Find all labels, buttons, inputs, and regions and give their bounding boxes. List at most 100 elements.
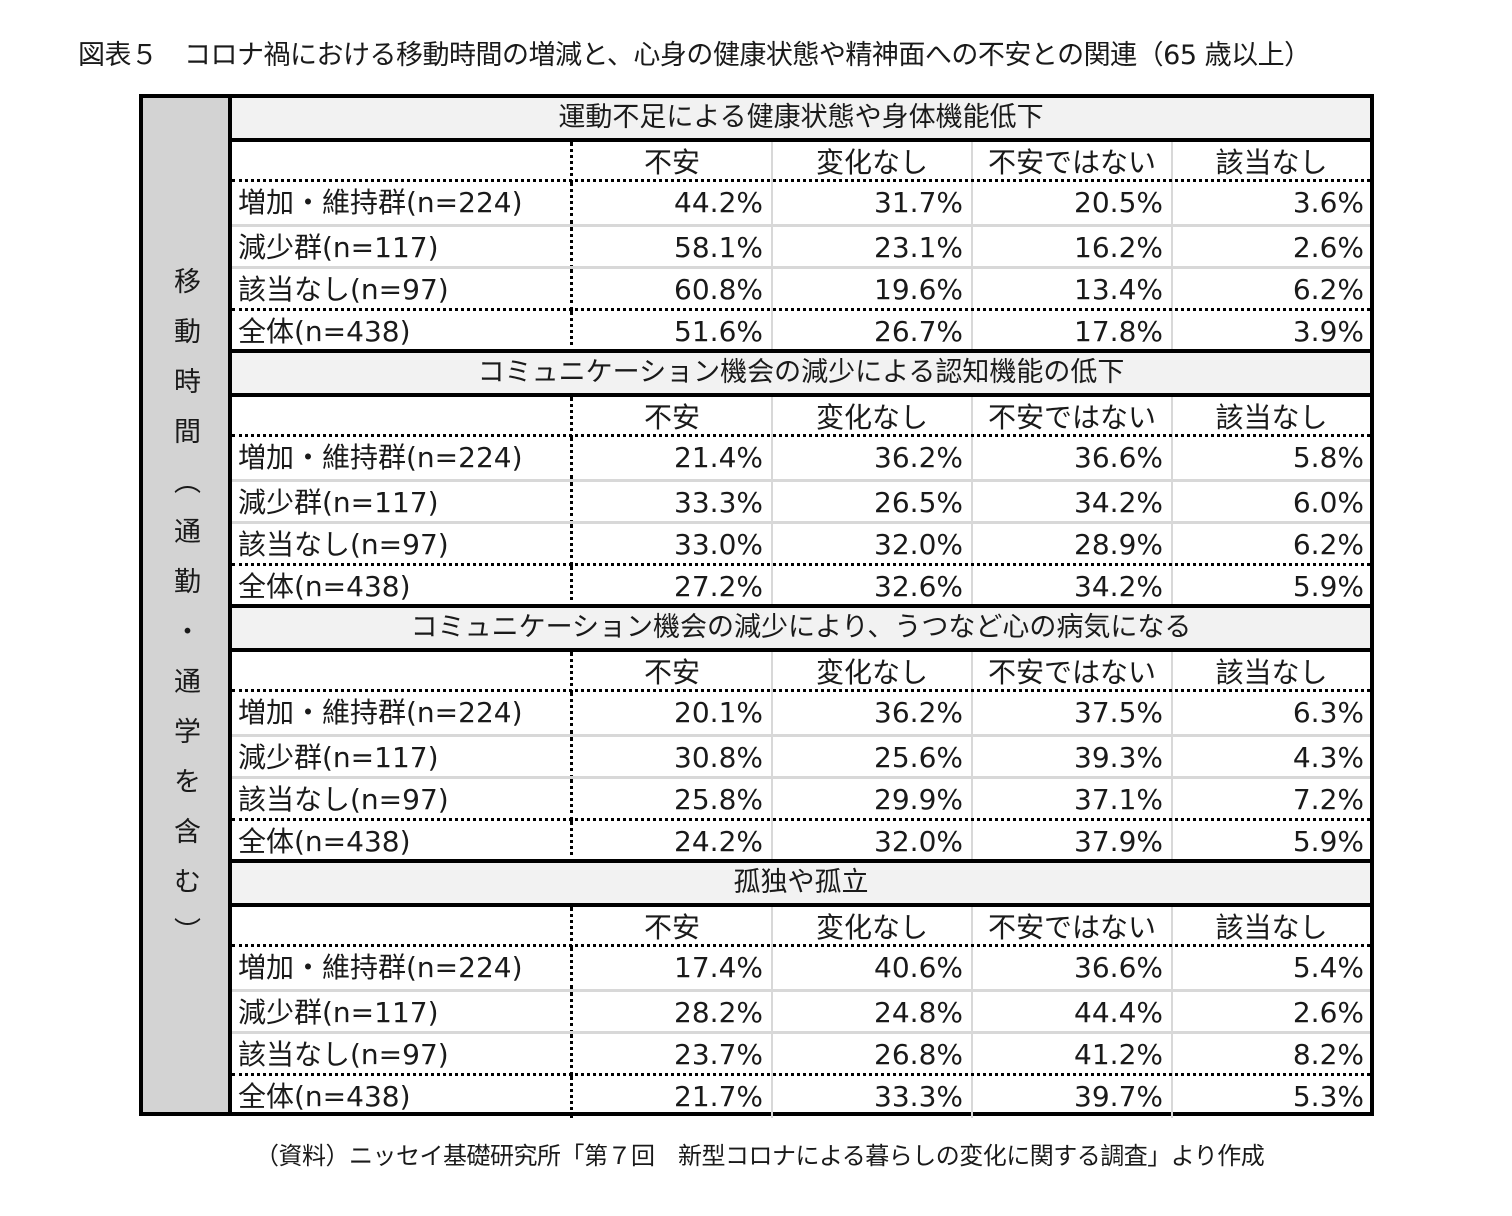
- value-cell: 21.7%: [573, 1076, 773, 1118]
- value-cell: 13.4%: [973, 269, 1173, 311]
- value-cell: 36.6%: [973, 947, 1173, 989]
- row-label: 減少群(n=117): [232, 227, 573, 269]
- header-blank-cell: [232, 397, 573, 439]
- value-cell: 6.0%: [1292, 486, 1364, 519]
- value-cell: 58.1%: [573, 227, 773, 269]
- value-cell: 23.7%: [573, 1034, 773, 1076]
- value-cell: 32.0%: [773, 821, 973, 863]
- column-header: 不安ではない: [973, 907, 1173, 949]
- value-cell: 5.4%: [1292, 951, 1364, 984]
- value-cell: 33.3%: [573, 482, 773, 524]
- value-cell: 4.3%: [1292, 741, 1364, 774]
- column-header: 該当なし: [1215, 911, 1328, 944]
- table-row: 該当なし(n=97) 25.8% 29.9% 37.1% 7.2%: [232, 776, 1370, 821]
- value-cell: 25.6%: [773, 737, 973, 779]
- row-group-label-column: 移 動 時 間 ︵ 通 勤 ・ 通 学 を 含 む ︶: [143, 98, 232, 1112]
- section-title: 孤独や孤立: [232, 859, 1370, 907]
- value-cell: 8.2%: [1292, 1038, 1364, 1071]
- side-char: む: [174, 867, 201, 898]
- table-row: 該当なし(n=97) 23.7% 26.8% 41.2% 8.2%: [232, 1031, 1370, 1076]
- value-cell: 26.5%: [773, 482, 973, 524]
- value-cell: 34.2%: [973, 566, 1173, 608]
- value-cell: 2.6%: [1292, 996, 1364, 1029]
- value-cell: 6.2%: [1292, 528, 1364, 561]
- value-cell: 44.4%: [973, 992, 1173, 1034]
- column-header: 該当なし: [1215, 146, 1328, 179]
- section-title: 運動不足による健康状態や身体機能低下: [232, 98, 1370, 142]
- row-group-label: 移 動 時 間 ︵ 通 勤 ・ 通 学 を 含 む ︶: [143, 258, 232, 958]
- value-cell: 41.2%: [973, 1034, 1173, 1076]
- value-cell: 16.2%: [973, 227, 1173, 269]
- value-cell: 25.8%: [573, 779, 773, 821]
- row-label: 該当なし(n=97): [232, 1034, 573, 1076]
- header-blank-cell: [232, 142, 573, 184]
- row-label: 減少群(n=117): [232, 482, 573, 524]
- side-char: 時: [174, 367, 201, 398]
- value-cell: 36.2%: [773, 692, 973, 734]
- value-cell: 60.8%: [573, 269, 773, 311]
- row-label: 全体(n=438): [232, 566, 573, 608]
- value-cell: 7.2%: [1292, 783, 1364, 816]
- value-cell: 39.7%: [973, 1076, 1173, 1118]
- table-section: コミュニケーション機会の減少により、うつなど心の病気になる 不安 変化なし 不安ではな…: [232, 604, 1370, 863]
- column-header: 変化なし: [773, 397, 973, 439]
- table-row: 増加・維持群(n=224) 21.4% 36.2% 36.6% 5.8%: [232, 434, 1370, 479]
- value-cell: 28.9%: [973, 524, 1173, 566]
- table-body: 運動不足による健康状態や身体機能低下 不安 変化なし 不安ではない 該当なし 増加・維持群…: [232, 98, 1370, 1118]
- table-row: 該当なし(n=97) 33.0% 32.0% 28.9% 6.2%: [232, 521, 1370, 566]
- table-row: 全体(n=438) 21.7% 33.3% 39.7% 5.3%: [232, 1073, 1370, 1118]
- table-row: 減少群(n=117) 33.3% 26.5% 34.2% 6.0%: [232, 479, 1370, 524]
- table-section: 運動不足による健康状態や身体機能低下 不安 変化なし 不安ではない 該当なし 増加・維持群…: [232, 98, 1370, 353]
- table-row: 増加・維持群(n=224) 20.1% 36.2% 37.5% 6.3%: [232, 689, 1370, 734]
- data-table: 移 動 時 間 ︵ 通 勤 ・ 通 学 を 含 む ︶ 運動不足による健康状態や…: [139, 94, 1374, 1118]
- side-char: ・: [174, 617, 201, 648]
- header-blank-cell: [232, 652, 573, 694]
- value-cell: 5.8%: [1292, 441, 1364, 474]
- section-title: コミュニケーション機会の減少による認知機能の低下: [232, 349, 1370, 397]
- side-char: 移: [174, 267, 201, 298]
- source-note: （資料）ニッセイ基礎研究所「第７回 新型コロナによる暮らしの変化に関する調査」よ…: [255, 1142, 1265, 1170]
- column-header: 不安ではない: [973, 142, 1173, 184]
- row-label: 増加・維持群(n=224): [232, 947, 573, 989]
- side-char: 通: [174, 667, 201, 698]
- value-cell: 20.5%: [973, 182, 1173, 224]
- value-cell: 26.7%: [773, 311, 973, 353]
- table-row: 減少群(n=117) 58.1% 23.1% 16.2% 2.6%: [232, 224, 1370, 269]
- value-cell: 23.1%: [773, 227, 973, 269]
- value-cell: 29.9%: [773, 779, 973, 821]
- row-label: 増加・維持群(n=224): [232, 692, 573, 734]
- table-row: 全体(n=438) 27.2% 32.6% 34.2% 5.9%: [232, 563, 1370, 608]
- value-cell: 5.3%: [1292, 1080, 1364, 1113]
- value-cell: 2.6%: [1292, 231, 1364, 264]
- value-cell: 36.2%: [773, 437, 973, 479]
- column-header: 不安: [573, 142, 773, 184]
- value-cell: 3.9%: [1292, 315, 1364, 348]
- row-label: 増加・維持群(n=224): [232, 437, 573, 479]
- value-cell: 37.5%: [973, 692, 1173, 734]
- table-row: 増加・維持群(n=224) 17.4% 40.6% 36.6% 5.4%: [232, 944, 1370, 989]
- value-cell: 27.2%: [573, 566, 773, 608]
- value-cell: 33.0%: [573, 524, 773, 566]
- value-cell: 51.6%: [573, 311, 773, 353]
- side-char: を: [174, 767, 201, 798]
- value-cell: 37.1%: [973, 779, 1173, 821]
- value-cell: 5.9%: [1292, 570, 1364, 603]
- column-header: 不安: [573, 652, 773, 694]
- column-header-row: 不安 変化なし 不安ではない 該当なし: [232, 652, 1370, 694]
- value-cell: 39.3%: [973, 737, 1173, 779]
- section-title: コミュニケーション機会の減少により、うつなど心の病気になる: [232, 604, 1370, 652]
- value-cell: 34.2%: [973, 482, 1173, 524]
- column-header: 該当なし: [1215, 401, 1328, 434]
- side-char: 動: [174, 317, 201, 348]
- side-char: 学: [174, 717, 201, 748]
- value-cell: 17.8%: [973, 311, 1173, 353]
- row-label: 減少群(n=117): [232, 737, 573, 779]
- table-row: 全体(n=438) 24.2% 32.0% 37.9% 5.9%: [232, 818, 1370, 863]
- value-cell: 24.2%: [573, 821, 773, 863]
- column-header: 不安ではない: [973, 652, 1173, 694]
- value-cell: 33.3%: [773, 1076, 973, 1118]
- value-cell: 24.8%: [773, 992, 973, 1034]
- column-header-row: 不安 変化なし 不安ではない 該当なし: [232, 142, 1370, 184]
- side-char: 間: [174, 417, 201, 448]
- side-char: 通: [174, 517, 201, 548]
